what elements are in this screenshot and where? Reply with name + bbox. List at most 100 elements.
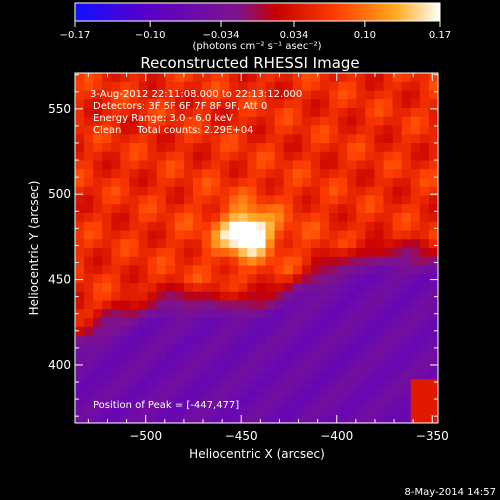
heatmap-cell (401, 143, 412, 153)
heatmap-cell (320, 221, 330, 231)
heatmap-cell (129, 108, 139, 118)
heatmap-cell (138, 300, 148, 310)
heatmap-cell (75, 396, 85, 406)
heatmap-cell (392, 213, 403, 223)
heatmap-cell (211, 116, 221, 126)
heatmap-cell (183, 344, 194, 354)
heatmap-cell (401, 186, 412, 196)
heatmap-cell (147, 396, 158, 406)
heatmap-cell (356, 248, 366, 258)
heatmap-cell (347, 414, 357, 424)
heatmap-cell (75, 81, 85, 91)
heatmap-cell (129, 353, 139, 363)
heatmap-cell (274, 178, 285, 188)
heatmap-cell (292, 300, 303, 310)
heatmap-cell (428, 318, 439, 328)
heatmap-cell (84, 405, 94, 415)
heatmap-cell (419, 370, 430, 380)
heatmap-cell (93, 99, 103, 109)
heatmap-cell (283, 151, 294, 161)
heatmap-cell (84, 318, 94, 328)
x-tick-label: −350 (416, 429, 449, 443)
heatmap-cell (247, 125, 257, 135)
heatmap-cell (156, 151, 167, 161)
heatmap-cell (283, 370, 294, 380)
heatmap-cell (111, 396, 121, 406)
heatmap-cell (229, 221, 239, 231)
heatmap-cell (356, 169, 366, 179)
heatmap-cell (392, 81, 403, 91)
heatmap-cell (165, 204, 176, 214)
heatmap-cell (84, 221, 94, 231)
heatmap-cell (274, 221, 285, 231)
heatmap-cell (247, 213, 257, 223)
heatmap-cell (183, 353, 194, 363)
heatmap-cell (238, 195, 248, 205)
heatmap-cell (84, 108, 94, 118)
heatmap-cell (84, 213, 94, 223)
heatmap-cell (392, 335, 403, 345)
heatmap-cell (365, 204, 375, 214)
heatmap-cell (329, 73, 339, 83)
heatmap-cell (274, 108, 285, 118)
heatmap-cell (283, 405, 294, 415)
heatmap-cell (183, 326, 194, 336)
heatmap-cell (129, 143, 139, 153)
heatmap-cell (220, 213, 230, 223)
heatmap-cell (347, 81, 357, 91)
heatmap-cell (419, 318, 430, 328)
heatmap-cell (292, 221, 303, 231)
heatmap-cell (428, 99, 439, 109)
annotations: 3-Aug-2012 22:11:08.000 to 22:13:12.000 … (90, 89, 302, 411)
heatmap-cell (211, 291, 221, 301)
heatmap-cell (356, 195, 366, 205)
heatmap-cell (347, 256, 357, 266)
heatmap-cell (147, 318, 158, 328)
heatmap-cell (410, 344, 421, 354)
heatmap-cell (338, 221, 348, 231)
heatmap-cell (147, 151, 158, 161)
heatmap-cell (428, 335, 439, 345)
heatmap-cell (338, 108, 348, 118)
heatmap-cell (374, 300, 384, 310)
heatmap-cell (347, 143, 357, 153)
heatmap-cell (256, 160, 266, 170)
heatmap-cell (238, 160, 248, 170)
heatmap-cell (156, 274, 167, 284)
heatmap-cell (347, 265, 357, 275)
heatmap-cell (374, 239, 384, 249)
heatmap-cell (93, 291, 103, 301)
heatmap-cell (102, 405, 112, 415)
heatmap-cell (156, 344, 167, 354)
heatmap-cell (301, 353, 312, 363)
heatmap-cell (247, 344, 257, 354)
heatmap-cell (192, 204, 203, 214)
heatmap-cell (310, 151, 321, 161)
colorbar-tick-label: −0.17 (60, 30, 91, 41)
heatmap-cell (265, 134, 276, 144)
heatmap-cell (247, 414, 257, 424)
heatmap-cell (220, 99, 230, 109)
heatmap-cell (374, 414, 384, 424)
heatmap-cell (356, 239, 366, 249)
heatmap-cell (374, 361, 384, 371)
heatmap-cell (310, 300, 321, 310)
heatmap-cell (365, 160, 375, 170)
heatmap-cell (347, 178, 357, 188)
heatmap-cell (156, 73, 167, 83)
heatmap-cell (102, 274, 112, 284)
heatmap-cell (102, 213, 112, 223)
heatmap-cell (356, 256, 366, 266)
heatmap-cell (365, 265, 375, 275)
heatmap-cell (274, 116, 285, 126)
heatmap-cell (401, 213, 412, 223)
heatmap-cell (229, 195, 239, 205)
heatmap-cell (374, 265, 384, 275)
heatmap-cell (156, 318, 167, 328)
heatmap-cell (320, 370, 330, 380)
heatmap-cell (93, 230, 103, 240)
heatmap-cell (156, 353, 167, 363)
heatmap-cell (428, 195, 439, 205)
heatmap-cell (211, 178, 221, 188)
heatmap-cell (338, 283, 348, 293)
